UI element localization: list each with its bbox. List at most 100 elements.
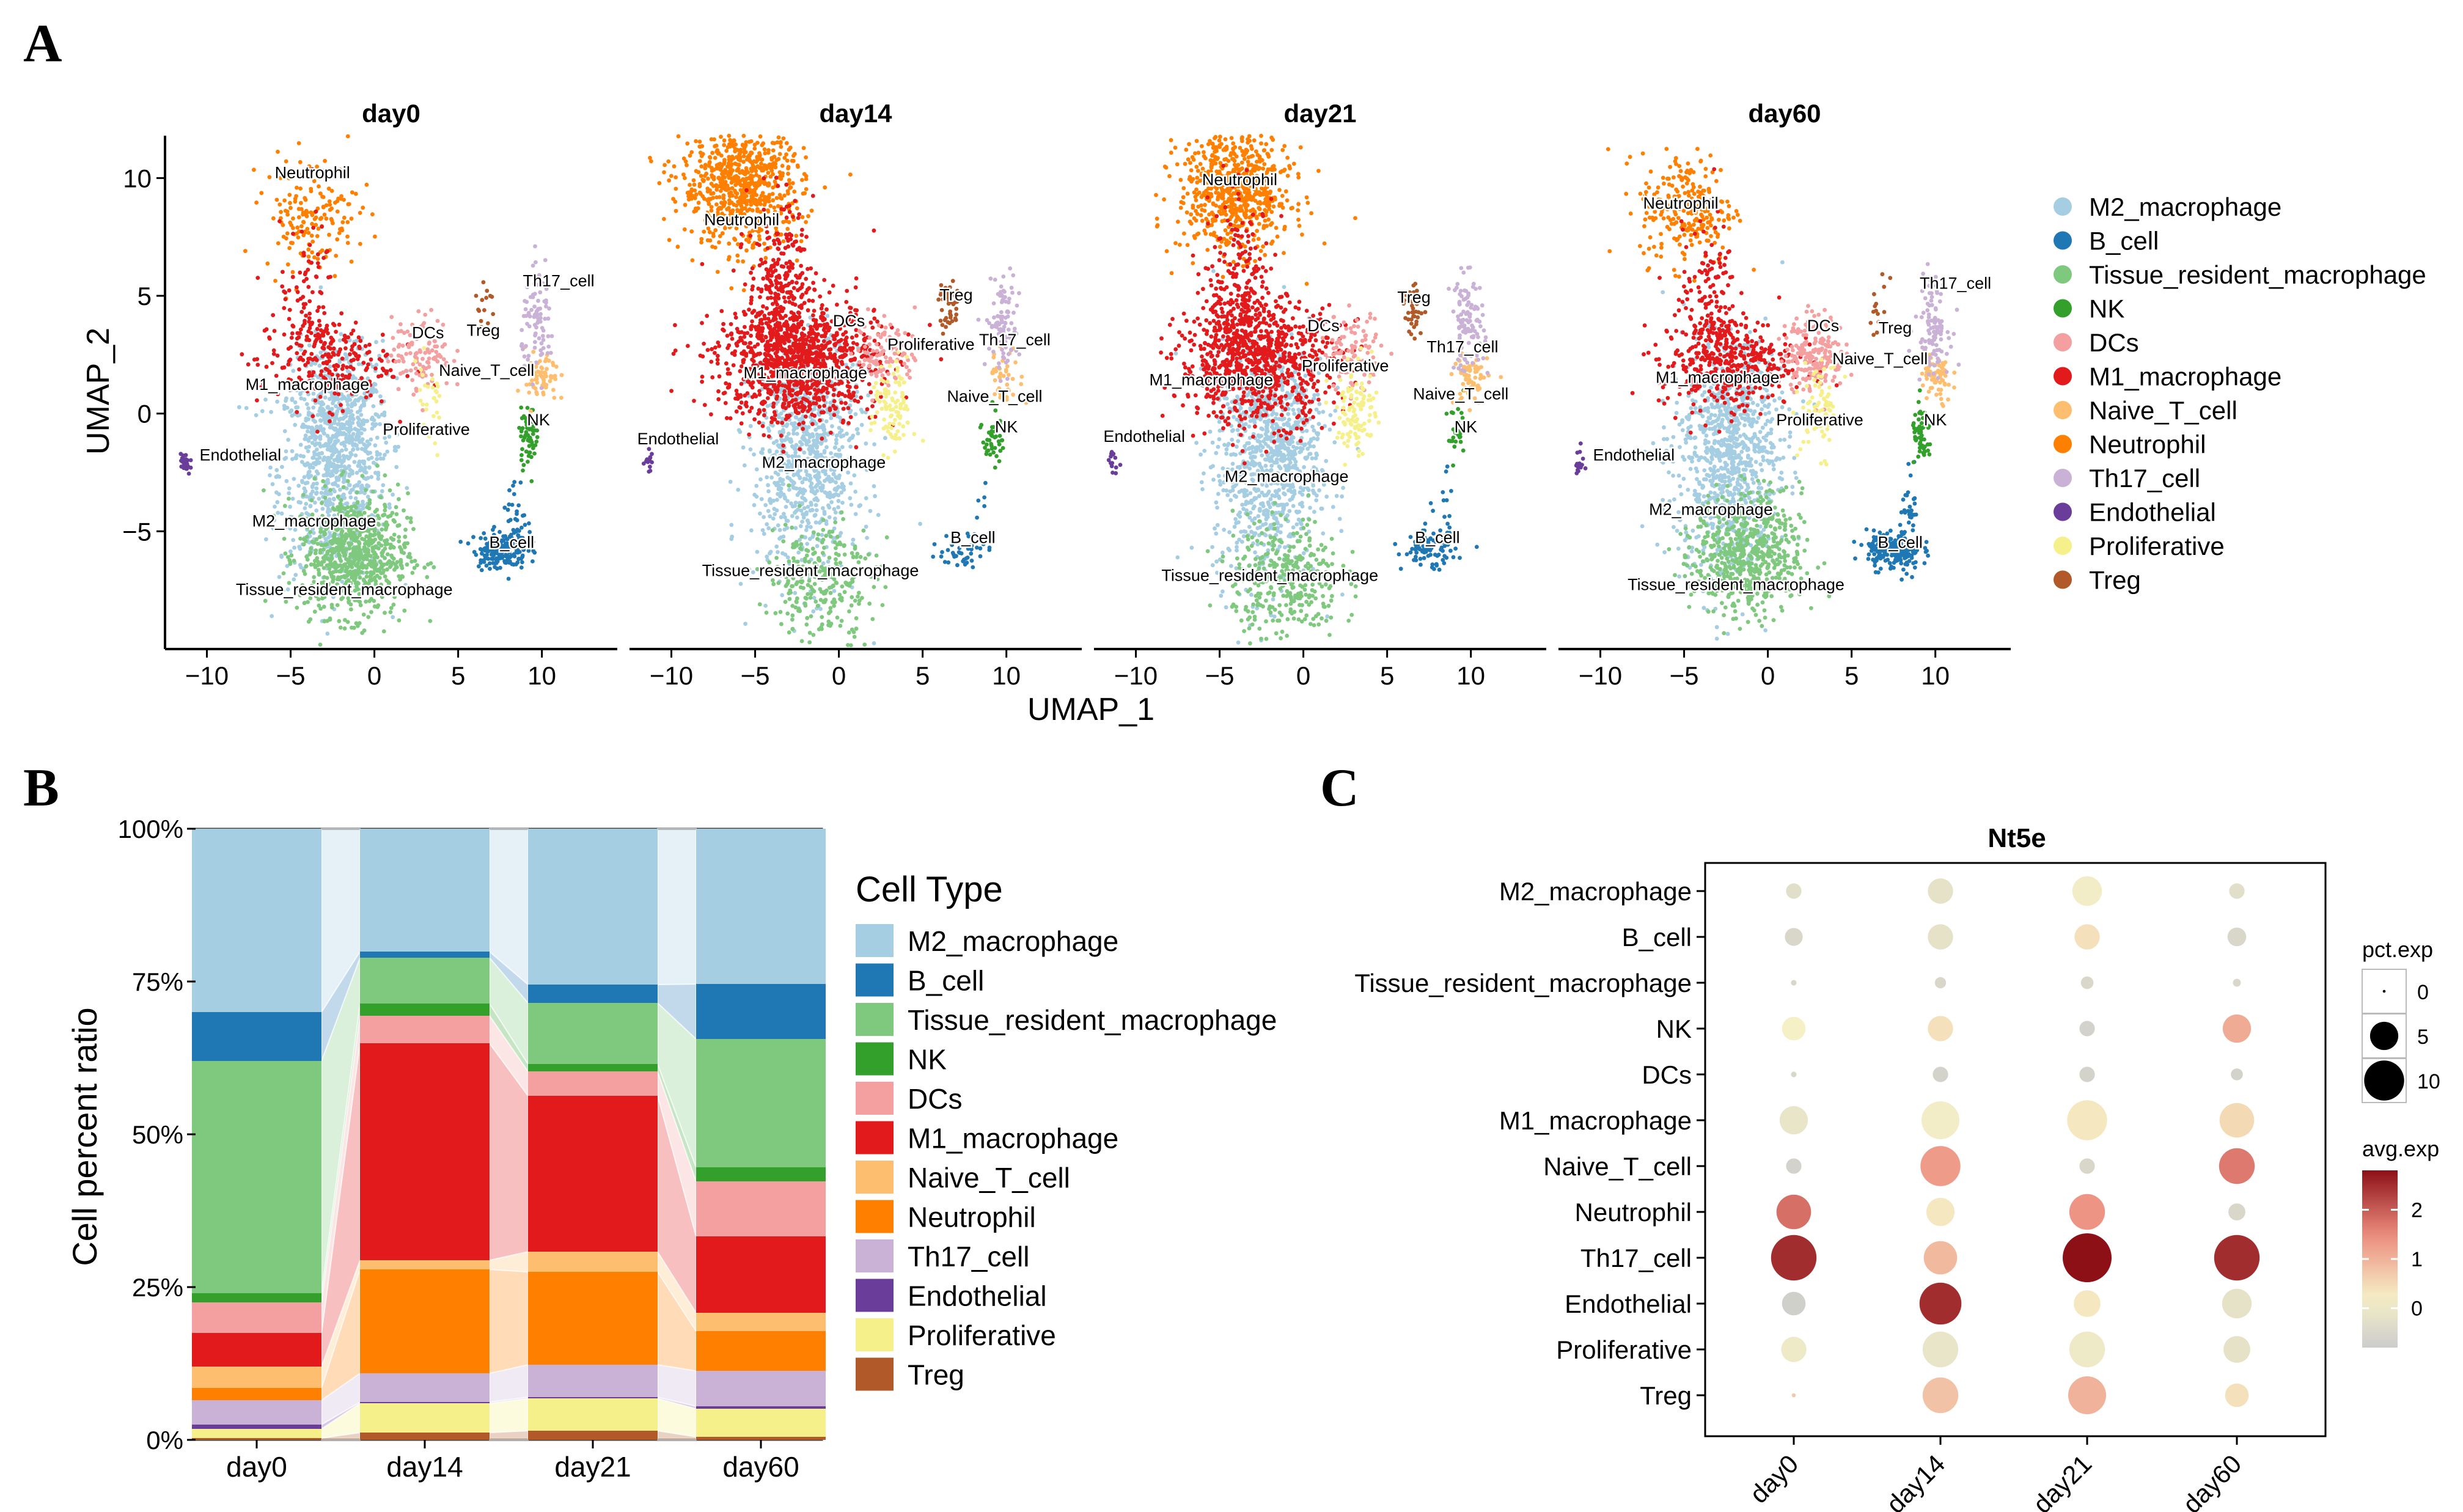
umap-point (749, 197, 754, 201)
umap-point (306, 600, 310, 604)
umap-point (764, 611, 769, 615)
umap-point (353, 320, 358, 325)
umap-point (367, 599, 372, 603)
umap-point (547, 306, 551, 311)
umap-point (812, 595, 817, 600)
umap-point (337, 554, 342, 559)
umap-point (312, 419, 317, 424)
umap-point (295, 351, 299, 356)
umap-point (828, 590, 833, 595)
umap-point (736, 488, 741, 492)
umap-point (323, 340, 327, 345)
umap-point (824, 445, 829, 450)
umap-point (400, 574, 405, 579)
umap-point (398, 557, 403, 562)
umap-point (535, 435, 540, 439)
umap-point (310, 465, 315, 470)
umap-point (296, 235, 301, 240)
umap-point (781, 219, 785, 224)
umap-point (353, 573, 358, 578)
umap-point (774, 439, 779, 444)
umap-point (777, 170, 782, 175)
umap-point (349, 409, 353, 413)
umap-point (374, 362, 379, 367)
umap-point (790, 613, 795, 618)
umap-point (376, 531, 381, 536)
umap-point (371, 490, 375, 494)
umap-point (819, 625, 823, 629)
umap-point (298, 270, 303, 275)
umap-point (358, 241, 362, 246)
umap-point (240, 352, 244, 357)
umap-point (709, 191, 714, 196)
umap-point (705, 186, 710, 191)
umap-point (666, 159, 671, 164)
umap-point (847, 609, 851, 614)
umap-point (304, 502, 309, 506)
umap-point (375, 450, 380, 455)
umap-point (714, 184, 719, 188)
umap-point (274, 197, 279, 202)
umap-point (856, 431, 861, 436)
umap-point (347, 543, 352, 548)
umap-point (741, 288, 746, 293)
umap-point (328, 208, 332, 212)
umap-point (866, 552, 871, 557)
umap-point (683, 202, 688, 207)
umap-point (346, 479, 350, 483)
umap-point (349, 584, 354, 589)
umap-point (347, 600, 351, 605)
umap-point (523, 299, 527, 303)
umap-point (430, 385, 435, 390)
umap-point (336, 422, 340, 427)
umap-point (787, 596, 792, 601)
umap-point (714, 149, 719, 154)
umap-point (862, 642, 867, 647)
umap-point (827, 530, 832, 535)
umap-point (816, 532, 821, 537)
umap-point (364, 395, 369, 400)
umap-point (776, 135, 781, 140)
umap-point (380, 399, 384, 404)
umap-point (342, 457, 347, 461)
umap-point (339, 472, 344, 477)
umap-point (530, 263, 535, 268)
umap-point (346, 335, 350, 340)
umap-point (766, 171, 771, 175)
umap-point (287, 486, 292, 491)
umap-point (804, 177, 809, 182)
umap-point (785, 158, 790, 163)
umap-point (310, 240, 315, 244)
umap-point (435, 390, 439, 395)
umap-point (348, 450, 353, 455)
umap-point (329, 217, 334, 221)
umap-point (662, 170, 666, 175)
umap-point (751, 189, 755, 194)
umap-point (876, 513, 881, 517)
umap-point (551, 387, 556, 392)
umap-point (794, 540, 799, 545)
umap-point (378, 567, 382, 571)
umap-point (304, 314, 308, 318)
umap-point (730, 193, 735, 198)
umap-point (483, 536, 488, 541)
umap-point (773, 611, 778, 615)
umap-point (330, 453, 334, 458)
umap-point (271, 216, 276, 221)
umap-point (315, 234, 320, 238)
umap-point (331, 482, 336, 486)
umap-point (414, 389, 419, 393)
umap-point (328, 533, 332, 538)
umap-point (872, 641, 876, 645)
umap-point (707, 230, 712, 235)
umap-point (854, 555, 859, 559)
umap-point (792, 152, 797, 156)
umap-point (815, 603, 820, 608)
umap-point (777, 152, 782, 156)
umap-point (387, 505, 392, 510)
umap-point (760, 143, 765, 147)
umap-point (772, 205, 777, 210)
umap-point (313, 339, 318, 344)
umap-point (408, 351, 413, 356)
umap-point (727, 255, 732, 259)
